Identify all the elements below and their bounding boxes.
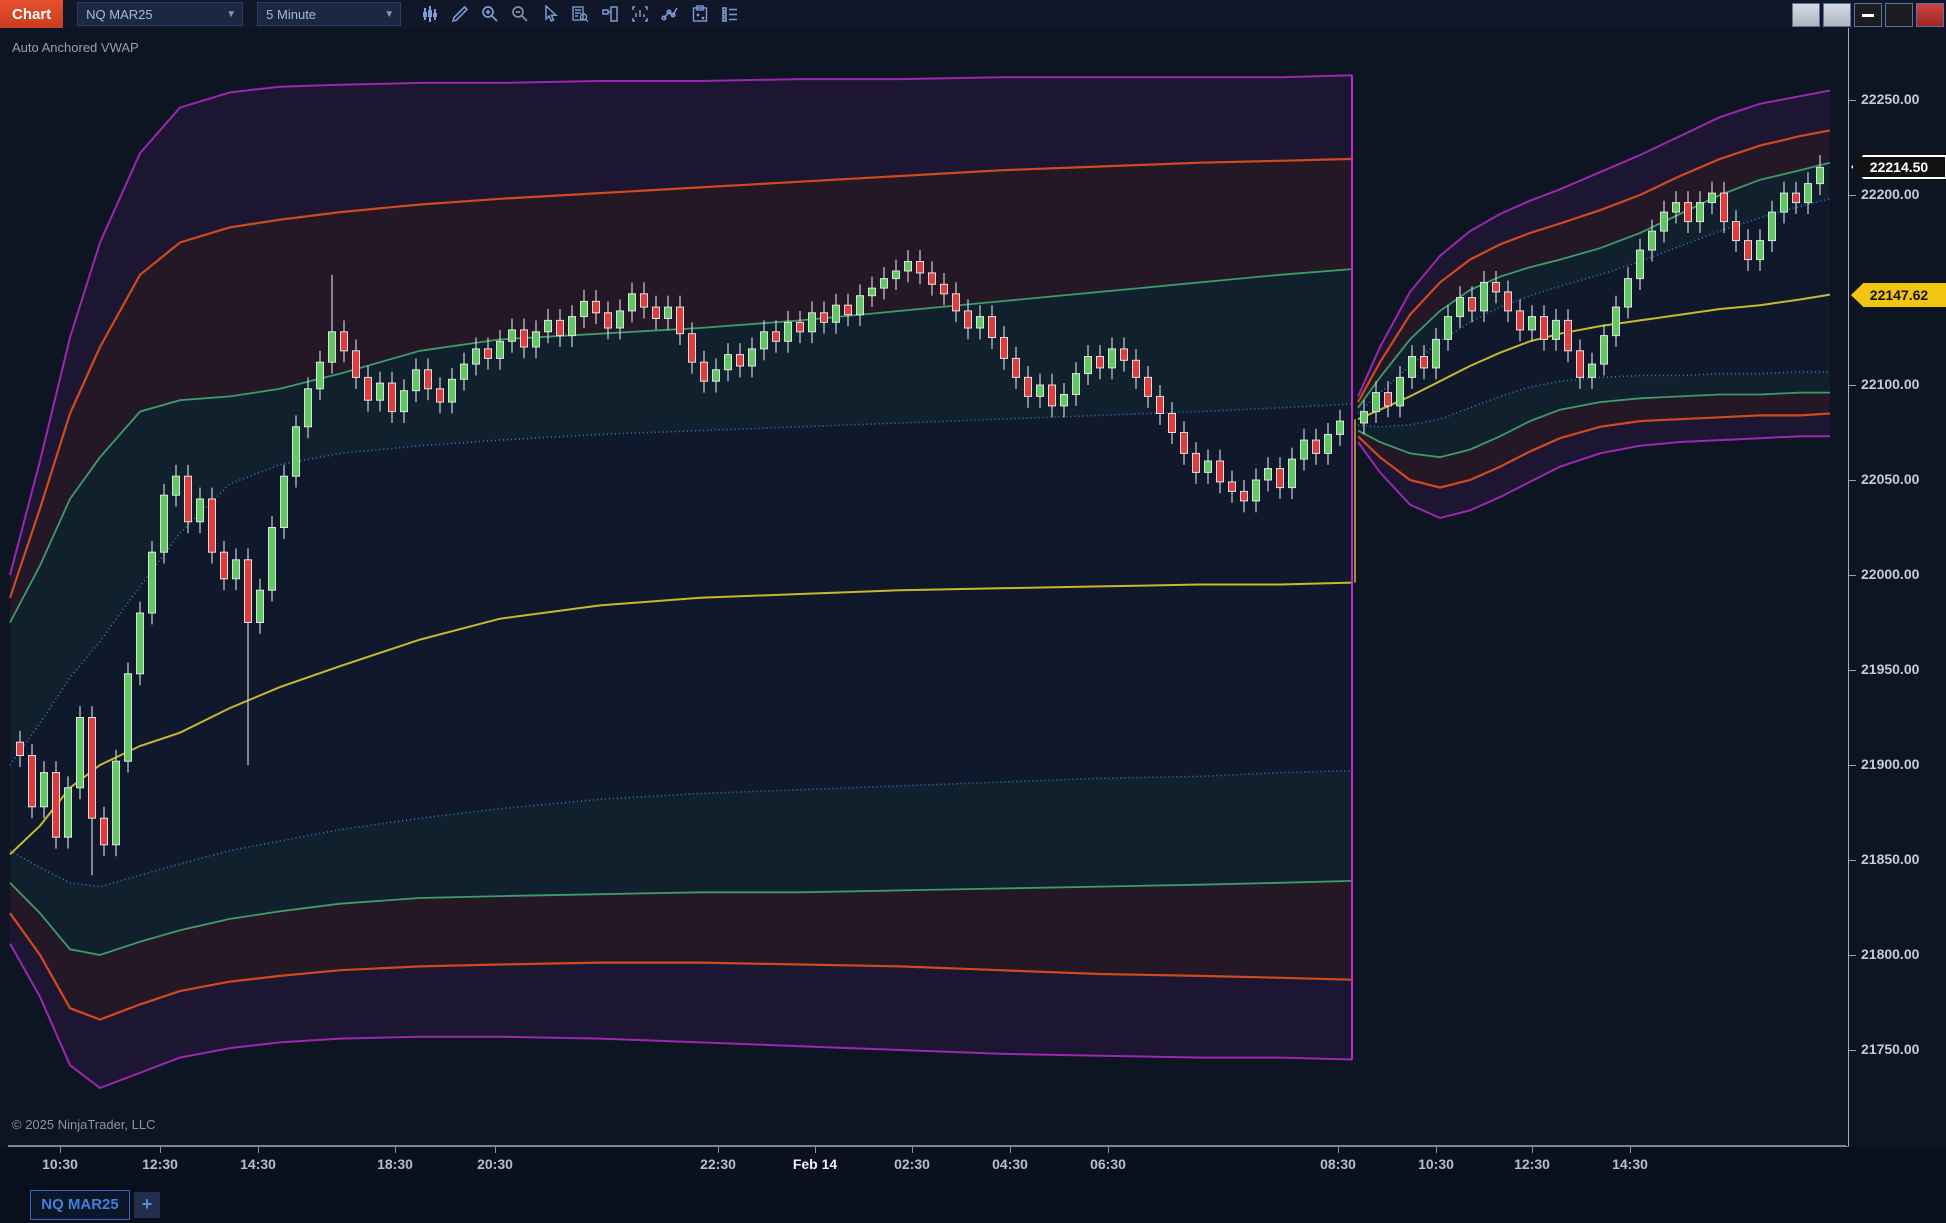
toolbar: Chart NQ MAR25 ▼ 5 Minute ▼	[0, 0, 1946, 29]
time-tick-label: 14:30	[1612, 1156, 1648, 1172]
time-tick	[60, 1147, 61, 1153]
price-tick-label: 22100.00	[1861, 376, 1920, 392]
price-tick	[1849, 1050, 1856, 1051]
instrument-value: NQ MAR25	[86, 6, 153, 22]
price-tick-label: 21950.00	[1861, 661, 1920, 677]
chart-menu-button[interactable]: Chart	[0, 0, 64, 28]
cursor-icon[interactable]	[535, 1, 565, 27]
chevron-down-icon: ▼	[226, 8, 237, 20]
chart-style-icon[interactable]	[415, 1, 445, 27]
price-tick	[1849, 765, 1856, 766]
time-tick-label: 12:30	[142, 1156, 178, 1172]
interval-select[interactable]: 5 Minute ▼	[257, 2, 402, 26]
vwap-price-badge: 22147.62	[1851, 283, 1946, 307]
candlestick-chart[interactable]	[0, 28, 1848, 1146]
time-tick-label: 10:30	[42, 1156, 78, 1172]
copyright-label: © 2025 NinjaTrader, LLC	[12, 1117, 156, 1132]
close-button[interactable]	[1916, 3, 1944, 27]
time-tick-label: 08:30	[1320, 1156, 1356, 1172]
zoom-in-icon[interactable]	[475, 1, 505, 27]
time-tick	[1108, 1147, 1109, 1153]
price-tick	[1849, 100, 1856, 101]
maximize-button[interactable]	[1885, 3, 1913, 27]
tool-buttons	[415, 1, 745, 27]
time-tick	[1532, 1147, 1533, 1153]
time-tick	[912, 1147, 913, 1153]
last-price-badge: 22214.50	[1851, 155, 1946, 179]
indicator-label: Auto Anchored VWAP	[12, 40, 139, 55]
tab-nq-mar25[interactable]: NQ MAR25	[30, 1189, 130, 1220]
price-tick	[1849, 670, 1856, 671]
time-tick	[718, 1147, 719, 1153]
price-tick-label: 21750.00	[1861, 1041, 1920, 1057]
time-tick-label: 02:30	[894, 1156, 930, 1172]
time-axis-line	[8, 1146, 1849, 1147]
zoom-out-icon[interactable]	[505, 1, 535, 27]
price-tick	[1849, 575, 1856, 576]
time-tick-label: 22:30	[700, 1156, 736, 1172]
time-tick-label: 04:30	[992, 1156, 1028, 1172]
time-tick-label: 12:30	[1514, 1156, 1550, 1172]
tab-bar: NQ MAR25 +	[0, 1186, 1946, 1223]
price-tick	[1849, 480, 1856, 481]
price-tick	[1849, 955, 1856, 956]
price-tick-label: 22000.00	[1861, 566, 1920, 582]
price-tick-label: 21900.00	[1861, 756, 1920, 772]
draw-icon[interactable]	[445, 1, 475, 27]
price-tick-label: 22200.00	[1861, 186, 1920, 202]
time-tick-label: Feb 14	[792, 1156, 838, 1172]
indicators-icon[interactable]	[625, 1, 655, 27]
price-tick-label: 21800.00	[1861, 946, 1920, 962]
chart-trader-icon[interactable]	[595, 1, 625, 27]
price-tick	[1849, 195, 1856, 196]
time-tick-label: 20:30	[477, 1156, 513, 1172]
data-box-icon[interactable]	[565, 1, 595, 27]
time-tick-label: 06:30	[1090, 1156, 1126, 1172]
time-tick	[160, 1147, 161, 1153]
time-axis[interactable]: 10:30 12:30 14:30 18:30 20:30 22:30 Feb 14 02:3…	[0, 1146, 1946, 1186]
instrument-select[interactable]: NQ MAR25 ▼	[77, 2, 244, 26]
time-tick	[1010, 1147, 1011, 1153]
properties-icon[interactable]	[715, 1, 745, 27]
window-controls	[1789, 3, 1944, 27]
add-tab-button[interactable]: +	[134, 1191, 160, 1218]
time-tick	[1436, 1147, 1437, 1153]
time-tick	[258, 1147, 259, 1153]
strategies-icon[interactable]	[685, 1, 715, 27]
drawing-tools-icon[interactable]	[655, 1, 685, 27]
price-axis[interactable]: 22250.00 22200.00 22100.00 22050.00 22000.00…	[1848, 28, 1946, 1146]
interval-value: 5 Minute	[266, 6, 317, 22]
time-tick	[495, 1147, 496, 1153]
time-tick-label: 14:30	[240, 1156, 276, 1172]
price-tick-label: 22050.00	[1861, 471, 1920, 487]
price-tick-label: 22250.00	[1861, 91, 1920, 107]
time-tick	[1338, 1147, 1339, 1153]
price-tick	[1849, 385, 1856, 386]
window-button[interactable]	[1792, 3, 1820, 27]
minimize-button[interactable]	[1854, 3, 1882, 27]
price-tick-label: 21850.00	[1861, 851, 1920, 867]
window-button[interactable]	[1823, 3, 1851, 27]
price-tick	[1849, 860, 1856, 861]
time-tick	[395, 1147, 396, 1153]
chart-area: Auto Anchored VWAP © 2025 NinjaTrader, L…	[0, 28, 1946, 1146]
chevron-down-icon: ▼	[384, 8, 395, 20]
time-tick-label: 10:30	[1418, 1156, 1454, 1172]
time-tick	[1630, 1147, 1631, 1153]
time-tick-label: 18:30	[377, 1156, 413, 1172]
time-tick	[815, 1147, 816, 1153]
